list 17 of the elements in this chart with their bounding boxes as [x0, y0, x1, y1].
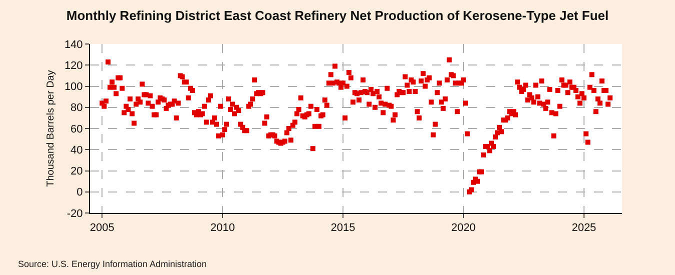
x-tick-label: 2010	[210, 222, 235, 234]
y-tick-label: 140	[64, 38, 83, 51]
y-tick-label: 100	[64, 81, 83, 94]
chart-title: Monthly Refining District East Coast Refinery Net Production of Kerosene-Type Jet Fuel	[66, 8, 609, 24]
y-axis-title: Thousand Barrels per Day	[45, 70, 56, 187]
y-tick-label: 80	[70, 102, 83, 114]
source-note: Source: U.S. Energy Information Administration	[18, 259, 207, 269]
y-tick-label: 40	[70, 144, 83, 156]
y-tick-label: 20	[70, 166, 83, 178]
y-tick-label: -20	[66, 208, 83, 220]
y-tick-label: 60	[70, 123, 83, 136]
y-tick-label: 0	[76, 186, 83, 199]
x-tick-label: 2025	[572, 222, 596, 234]
y-tick-label: 120	[64, 60, 83, 72]
x-tick-label: 2020	[451, 222, 476, 234]
x-tick-label: 2015	[330, 222, 356, 234]
x-tick-label: 2005	[90, 222, 114, 234]
